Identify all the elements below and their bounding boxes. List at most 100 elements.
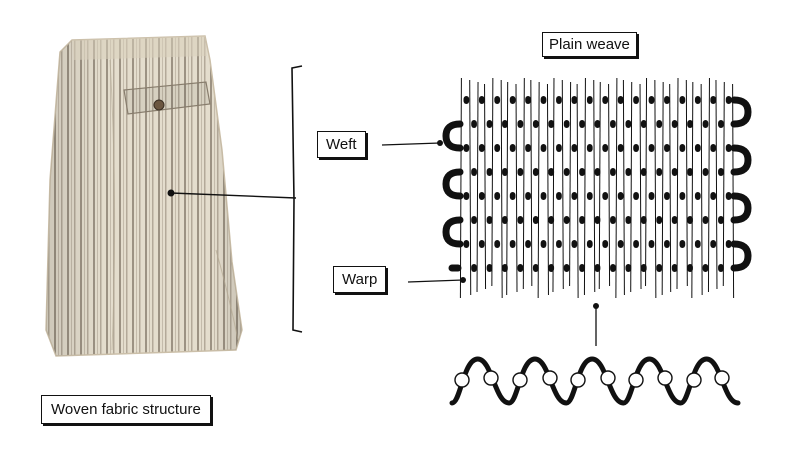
weft-float: [602, 144, 609, 152]
weft-float: [640, 264, 647, 272]
warp-thread: [722, 81, 725, 287]
cross-section-pointer: [593, 303, 599, 346]
weft-float: [548, 264, 555, 272]
warp-cross-section: [628, 372, 644, 388]
weft-float: [556, 192, 562, 200]
warp-thread: [569, 81, 572, 287]
diagram-title: Woven fabric structure: [41, 395, 211, 424]
warp-thread: [615, 77, 618, 299]
trousers-illustration: [45, 35, 243, 357]
weft-float: [517, 264, 524, 272]
weft-float: [710, 192, 717, 200]
weft-float: [687, 120, 693, 128]
warp-thread: [732, 83, 735, 299]
weft-float: [509, 240, 516, 248]
warp-thread: [583, 77, 586, 296]
weft-float: [525, 144, 531, 152]
weft-float: [718, 216, 724, 224]
weft-float: [664, 240, 670, 248]
weft-float: [540, 192, 547, 200]
weft-float: [517, 120, 524, 128]
weft-float: [602, 240, 609, 248]
warp-thread: [685, 79, 688, 287]
weft-float: [494, 192, 501, 200]
warp-thread: [484, 83, 487, 290]
weft-float: [664, 144, 670, 152]
weave-cross-section-sketch: [449, 356, 741, 406]
weft-float: [679, 96, 686, 104]
warp-thread: [608, 83, 611, 287]
weft-float: [625, 264, 632, 272]
weft-float: [602, 96, 609, 104]
weft-float: [540, 96, 547, 104]
weft-float: [517, 168, 524, 176]
weft-float: [594, 264, 601, 272]
warp-cross-section: [600, 370, 616, 386]
weft-float: [648, 96, 655, 104]
weft-float: [610, 168, 616, 176]
warp-thread: [661, 81, 664, 296]
weft-float: [586, 96, 593, 104]
weft-float: [671, 216, 678, 224]
weft-float: [710, 240, 717, 248]
weft-float: [540, 240, 547, 248]
weft-float: [509, 192, 516, 200]
weft-float: [532, 216, 539, 224]
plain-weave-sketch: [442, 77, 752, 299]
warp-thread: [506, 81, 509, 296]
warp-thread: [691, 81, 694, 299]
weft-float: [633, 240, 639, 248]
warp-cross-section: [512, 372, 528, 388]
weft-float: [648, 240, 655, 248]
plain-weave-label: Plain weave: [542, 32, 637, 57]
weft-float: [579, 216, 585, 224]
weft-float: [694, 96, 701, 104]
weft-float: [710, 96, 717, 104]
warp-cross-section: [483, 370, 499, 386]
warp-cross-section: [542, 370, 558, 386]
warp-thread: [654, 79, 657, 299]
weft-float: [617, 192, 624, 200]
weft-float: [718, 120, 724, 128]
weft-float: [625, 216, 632, 224]
weft-float: [671, 120, 678, 128]
weft-float: [579, 120, 585, 128]
weft-float: [679, 240, 686, 248]
bracket: [291, 65, 303, 333]
weft-pointer: [381, 140, 443, 146]
weft-float: [571, 192, 578, 200]
weft-float: [556, 240, 562, 248]
weft-float: [571, 144, 578, 152]
weft-float: [725, 192, 732, 200]
weft-float: [471, 168, 477, 176]
weft-float: [471, 264, 477, 272]
weft-float: [694, 144, 701, 152]
weft-float: [687, 168, 693, 176]
weft-float: [548, 216, 555, 224]
warp-thread: [515, 83, 518, 293]
warp-cross-section: [714, 370, 730, 386]
weft-float: [494, 240, 501, 248]
weft-float: [502, 120, 508, 128]
warp-thread: [491, 77, 494, 287]
warp-thread: [459, 77, 462, 299]
weft-float: [725, 240, 732, 248]
weft-loop: [442, 120, 464, 152]
weft-float: [463, 96, 470, 104]
weft-float: [702, 216, 709, 224]
weft-float: [725, 144, 732, 152]
weft-loop: [730, 240, 752, 272]
warp-thread: [576, 83, 579, 299]
weft-float: [586, 192, 593, 200]
weft-float: [486, 264, 493, 272]
warp-thread: [598, 81, 601, 290]
weft-float: [640, 168, 647, 176]
weft-float: [656, 120, 663, 128]
weft-float: [494, 144, 501, 152]
weft-float: [525, 240, 531, 248]
warp-thread: [622, 79, 625, 296]
weft-loop: [730, 144, 752, 176]
weft-float: [563, 264, 570, 272]
weft-float: [617, 240, 624, 248]
